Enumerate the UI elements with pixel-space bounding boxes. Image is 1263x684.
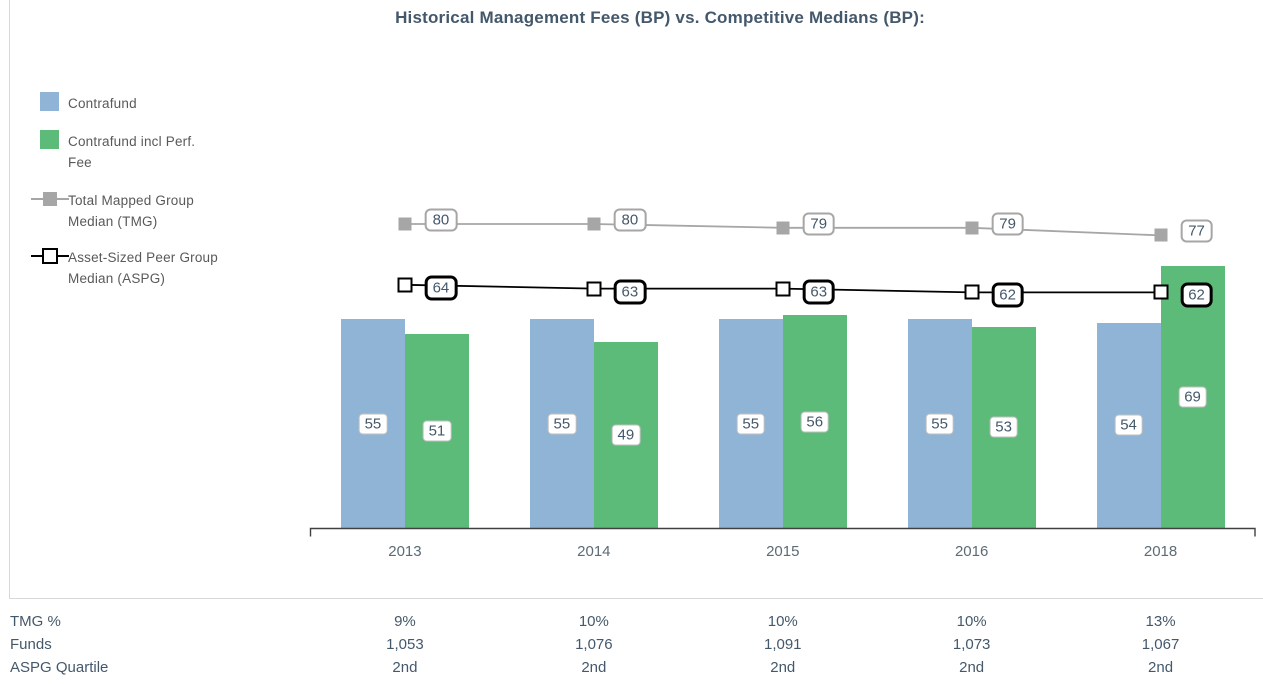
table-row-label: Funds [10, 636, 52, 653]
table-cell: 1,076 [575, 636, 613, 653]
aspg-value-box: 63 [613, 279, 647, 305]
bar-value-label: 56 [800, 411, 830, 433]
table-cell: 1,091 [763, 636, 802, 653]
table-cell: 2nd [770, 659, 796, 676]
aspg-value-box: 62 [1180, 282, 1213, 308]
frame-bottom-border [9, 598, 1263, 599]
table-cell: 2nd [392, 659, 418, 676]
table-row-label: ASPG Quartile [10, 659, 109, 676]
tmg-value-box: 80 [424, 208, 458, 232]
tmg-value-box: 79 [802, 212, 836, 236]
aspg-marker [964, 284, 980, 300]
legend-label-line2: Median (ASPG) [68, 271, 166, 286]
tmg-value-box: 79 [991, 212, 1024, 236]
bar-value-label: 54 [1114, 414, 1143, 436]
table-cell: 1,053 [386, 636, 424, 653]
x-axis-label: 2015 [766, 543, 800, 560]
bar-value-label: 55 [547, 413, 577, 434]
table-cell: 10% [578, 613, 609, 630]
x-axis-label: 2014 [577, 543, 611, 560]
aspg-marker [586, 281, 602, 297]
aspg-marker [1153, 284, 1169, 300]
table-cell: 13% [1145, 613, 1176, 630]
bar-value-label: 49 [611, 424, 641, 446]
legend-label-line1: Total Mapped Group [68, 193, 194, 208]
legend-label: Contrafund incl Perf. Fee [68, 131, 195, 173]
tmg-marker-icon [43, 192, 57, 206]
aspg-marker-icon [42, 248, 58, 264]
frame-left-border [9, 0, 10, 598]
table-cell: 2nd [581, 659, 607, 676]
legend-label-line1: Asset-Sized Peer Group [68, 250, 218, 265]
chart-title: Historical Management Fees (BP) vs. Comp… [395, 8, 925, 27]
x-axis-label: 2013 [388, 543, 422, 560]
bar-value-label: 51 [422, 420, 452, 442]
table-cell: 1,073 [952, 636, 991, 653]
legend-label: Contrafund [68, 96, 137, 111]
tmg-marker [587, 217, 601, 231]
aspg-value-box: 64 [424, 275, 458, 301]
legend-label-line1: Contrafund incl Perf. [68, 134, 196, 149]
bar-value-label: 55 [736, 413, 766, 434]
bar-value-label: 69 [1178, 386, 1207, 408]
aspg-value-box: 63 [802, 279, 836, 305]
bar-value-label: 55 [358, 413, 388, 434]
aspg-marker [397, 277, 413, 293]
table-cell: 9% [394, 613, 416, 630]
legend-label-line2: Median (TMG) [68, 214, 158, 229]
contrafund-swatch-icon [40, 92, 59, 111]
table-cell: 2nd [959, 659, 985, 676]
table-cell: 10% [956, 613, 987, 630]
tmg-marker [398, 217, 412, 231]
x-axis-label: 2018 [1143, 543, 1178, 560]
table-cell: 2nd [1148, 659, 1174, 676]
bar-value-label: 53 [989, 416, 1018, 438]
tmg-value-box: 80 [613, 208, 647, 232]
bar-value-label: 55 [925, 413, 954, 434]
table-row-label: TMG % [10, 613, 61, 630]
x-axis-label: 2016 [954, 543, 989, 560]
tmg-marker [965, 221, 979, 235]
legend-label: Asset-Sized Peer Group Median (ASPG) [68, 247, 218, 289]
tmg-marker [1154, 228, 1168, 242]
aspg-value-box: 62 [991, 282, 1024, 308]
table-cell: 10% [767, 613, 798, 630]
perf-fee-swatch-icon [40, 130, 59, 149]
aspg-marker [775, 281, 791, 297]
legend-label-line2: Fee [68, 155, 92, 170]
table-cell: 1,067 [1141, 636, 1180, 653]
tmg-marker [776, 221, 790, 235]
legend-label: Total Mapped Group Median (TMG) [68, 190, 194, 232]
tmg-value-box: 77 [1180, 219, 1213, 243]
